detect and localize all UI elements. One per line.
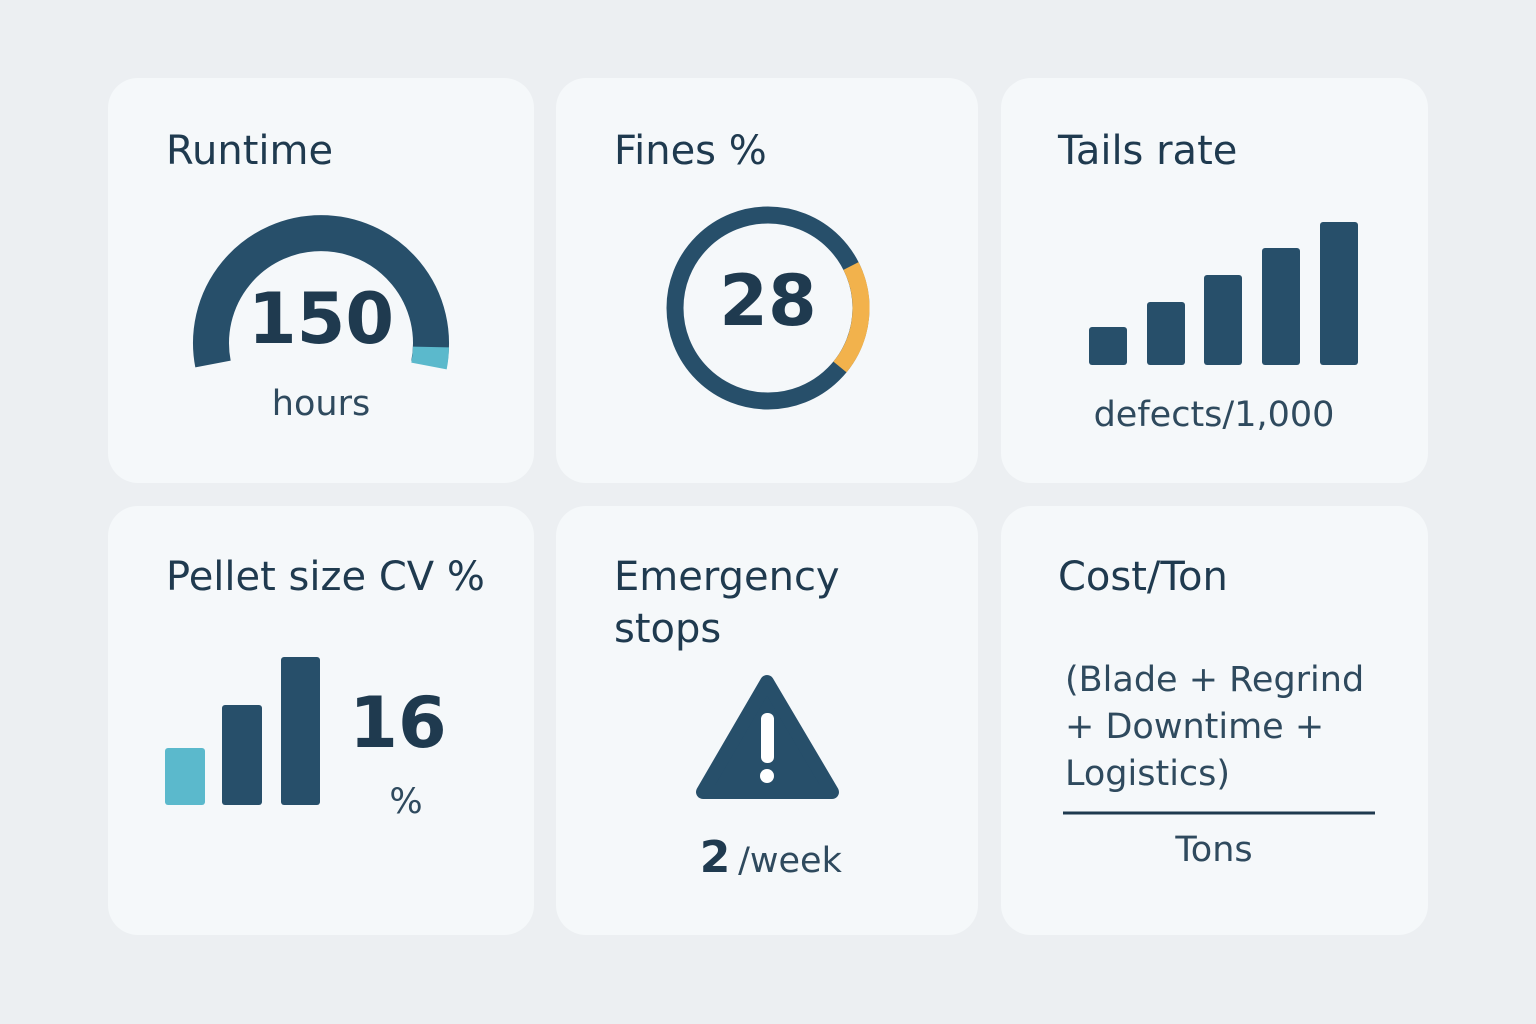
- donut-segment: [833, 262, 870, 373]
- bar-icon: [1262, 248, 1300, 365]
- kpi-unit: %: [389, 782, 422, 822]
- bar-icon: [1204, 275, 1242, 365]
- bar-icon: [281, 657, 320, 805]
- kpi-value: 2: [700, 832, 731, 883]
- warning-dot: [760, 769, 774, 783]
- bar-icon: [222, 705, 262, 805]
- kpi-unit: hours: [272, 384, 370, 424]
- kpi-value: 28: [719, 260, 816, 342]
- card-title: Pellet size CV %: [166, 554, 485, 600]
- card-title: Tails rate: [1057, 128, 1237, 174]
- formula-line: (Blade + Regrind: [1065, 660, 1364, 700]
- card-title: stops: [614, 606, 721, 652]
- card-title: Fines %: [614, 128, 767, 174]
- card-title: Emergency: [614, 554, 840, 600]
- kpi-unit: /week: [738, 841, 842, 881]
- card: [1001, 506, 1428, 935]
- gauge-arc: [193, 215, 449, 368]
- formula-line: Logistics): [1065, 754, 1230, 794]
- bar-icon: [1147, 302, 1185, 365]
- gauge-cap: [411, 346, 449, 370]
- kpi-unit: defects/1,000: [1094, 395, 1335, 435]
- bar-icon: [1089, 327, 1127, 365]
- bar-icon: [1320, 222, 1358, 365]
- bar-icon: [165, 748, 205, 805]
- card-title: Runtime: [166, 128, 333, 174]
- formula-denominator: Tons: [1174, 830, 1252, 870]
- card: [108, 78, 534, 483]
- card: [556, 78, 978, 483]
- card-title: Cost/Ton: [1058, 554, 1228, 600]
- card: [108, 506, 534, 935]
- kpi-value: 16: [349, 682, 446, 764]
- kpi-value: 150: [248, 278, 394, 360]
- formula-line: + Downtime +: [1065, 707, 1324, 747]
- warning-mark: [761, 713, 774, 763]
